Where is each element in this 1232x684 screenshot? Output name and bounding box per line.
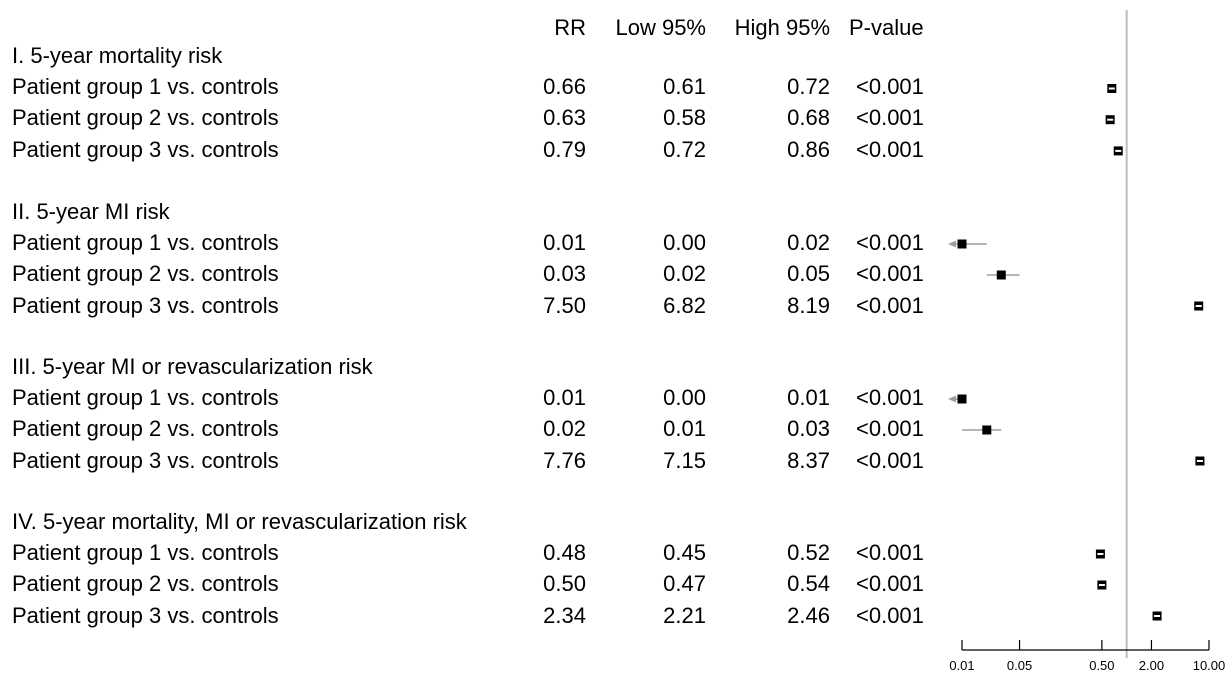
high-ci-value: 2.46 [787, 602, 830, 628]
rr-marker [982, 425, 992, 435]
column-header-rr: RR [554, 15, 586, 40]
rr-value: 0.50 [543, 571, 586, 597]
rr-marker-inner [1115, 149, 1122, 152]
row-label: Patient group 2 vs. controls [12, 261, 279, 287]
row-label: Patient group 3 vs. controls [12, 292, 279, 318]
x-tick-label: 0.01 [949, 658, 974, 673]
rr-marker-inner [1107, 118, 1114, 121]
x-tick-label: 2.00 [1139, 658, 1164, 673]
low-ci-value: 2.21 [663, 602, 706, 628]
rr-marker [957, 394, 967, 404]
row-label: Patient group 1 vs. controls [12, 74, 279, 100]
section-title: IV. 5-year mortality, MI or revasculariz… [12, 509, 467, 534]
rr-marker-inner [1097, 553, 1104, 555]
low-ci-value: 0.01 [663, 416, 706, 442]
row-label: Patient group 1 vs. controls [12, 385, 279, 411]
rr-value: 0.01 [543, 385, 586, 411]
p-value: <0.001 [856, 571, 924, 597]
low-ci-value: 0.02 [663, 261, 706, 287]
p-value: <0.001 [856, 230, 924, 256]
p-value: <0.001 [856, 385, 924, 411]
rr-value: 7.76 [543, 447, 586, 473]
high-ci-value: 0.72 [787, 74, 830, 100]
row-label: Patient group 3 vs. controls [12, 136, 279, 162]
section-title: III. 5-year MI or revascularization risk [12, 354, 373, 379]
low-ci-value: 0.61 [663, 74, 706, 100]
row-label: Patient group 1 vs. controls [12, 230, 279, 256]
high-ci-value: 8.19 [787, 292, 830, 318]
rr-value: 2.34 [543, 602, 586, 628]
low-ci-value: 0.00 [663, 385, 706, 411]
p-value: <0.001 [856, 540, 924, 566]
rr-marker [996, 270, 1006, 280]
section-title: II. 5-year MI risk [12, 199, 170, 224]
rr-value: 0.01 [543, 230, 586, 256]
rr-marker [957, 239, 967, 249]
ci-clip-arrow [948, 240, 956, 248]
rr-marker-inner [1108, 87, 1115, 90]
row-label: Patient group 2 vs. controls [12, 571, 279, 597]
rr-value: 0.48 [543, 540, 586, 566]
high-ci-value: 0.68 [787, 105, 830, 131]
high-ci-value: 0.52 [787, 540, 830, 566]
rr-value: 0.03 [543, 261, 586, 287]
p-value: <0.001 [856, 602, 924, 628]
column-header-p: P-value [849, 15, 924, 40]
rr-value: 0.02 [543, 416, 586, 442]
column-header-low: Low 95% [615, 15, 706, 40]
x-tick-label: 0.50 [1089, 658, 1114, 673]
high-ci-value: 0.03 [787, 416, 830, 442]
p-value: <0.001 [856, 292, 924, 318]
row-label: Patient group 3 vs. controls [12, 447, 279, 473]
low-ci-value: 0.47 [663, 571, 706, 597]
low-ci-value: 0.45 [663, 540, 706, 566]
p-value: <0.001 [856, 416, 924, 442]
rr-marker-inner [1098, 584, 1105, 586]
high-ci-value: 0.86 [787, 136, 830, 162]
high-ci-value: 8.37 [787, 447, 830, 473]
rr-marker-inner [1154, 615, 1161, 617]
low-ci-value: 0.00 [663, 230, 706, 256]
high-ci-value: 0.54 [787, 571, 830, 597]
ci-clip-arrow [948, 395, 956, 403]
x-tick-label: 0.05 [1007, 658, 1032, 673]
x-tick-label: 10.00 [1193, 658, 1226, 673]
p-value: <0.001 [856, 105, 924, 131]
rr-value: 0.63 [543, 105, 586, 131]
low-ci-value: 0.58 [663, 105, 706, 131]
rr-marker-inner [1195, 305, 1202, 307]
low-ci-value: 0.72 [663, 136, 706, 162]
high-ci-value: 0.01 [787, 385, 830, 411]
row-label: Patient group 3 vs. controls [12, 602, 279, 628]
low-ci-value: 7.15 [663, 447, 706, 473]
high-ci-value: 0.05 [787, 261, 830, 287]
row-label: Patient group 2 vs. controls [12, 416, 279, 442]
row-label: Patient group 1 vs. controls [12, 540, 279, 566]
section-title: I. 5-year mortality risk [12, 43, 223, 68]
p-value: <0.001 [856, 136, 924, 162]
rr-marker-inner [1196, 460, 1203, 462]
row-label: Patient group 2 vs. controls [12, 105, 279, 131]
rr-value: 7.50 [543, 292, 586, 318]
p-value: <0.001 [856, 261, 924, 287]
column-header-high: High 95% [734, 15, 830, 40]
rr-value: 0.66 [543, 74, 586, 100]
rr-value: 0.79 [543, 136, 586, 162]
high-ci-value: 0.02 [787, 230, 830, 256]
p-value: <0.001 [856, 74, 924, 100]
low-ci-value: 6.82 [663, 292, 706, 318]
p-value: <0.001 [856, 447, 924, 473]
